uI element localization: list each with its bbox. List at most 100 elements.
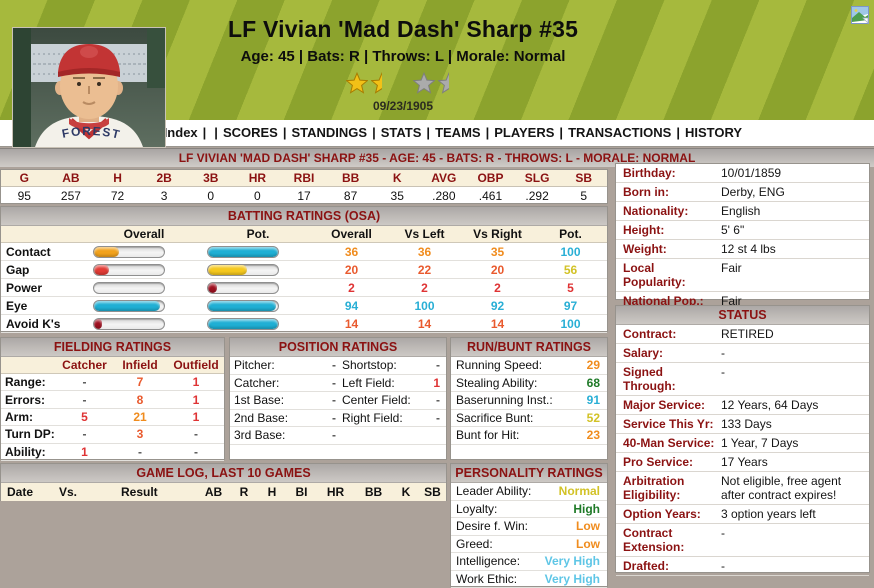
bio-row-value: English [719,203,869,219]
rating-value: 68 [587,376,600,390]
status-row-value: 17 Years [719,454,869,470]
status-row: Arbitration Eligibility: Not eligible, f… [616,472,869,505]
status-row: Salary: - [616,344,869,363]
bio-row: Weight: 12 st 4 lbs [616,240,869,259]
status-row: Major Service: 12 Years, 64 Days [616,396,869,415]
fielding-value: 1 [168,410,224,424]
stat-header-k: K [374,171,421,185]
position-label: Center Field: [338,393,414,407]
rating-row: Loyalty: High [451,501,607,519]
rating-bar-potential-fill [208,301,276,311]
status-row-value: Not eligible, free agent after contract … [719,473,869,503]
rating-value: 5 [534,281,607,295]
bio-row-value: 10/01/1859 [719,165,869,181]
nav-link-transactions[interactable]: TRANSACTIONS [567,125,672,140]
position-value: - [290,358,338,372]
rating-bar-overall-fill [94,319,102,329]
status-row-value: 133 Days [719,416,869,432]
nav-link-history[interactable]: HISTORY [684,125,743,140]
rating-bar-overall [93,318,165,330]
rating-row: Bunt for Hit: 23 [451,427,607,445]
status-row: Contract: RETIRED [616,325,869,344]
rating-row: Intelligence: Very High [451,553,607,571]
batting-num-header: Vs Left [388,227,461,241]
status-row: 40-Man Service: 1 Year, 7 Days [616,434,869,453]
bio-row-value: 12 st 4 lbs [719,241,869,257]
rating-label: Power [1,281,87,295]
rating-bar-overall-fill [94,265,109,275]
position-value: - [414,358,442,372]
bio-row-label: Birthday: [616,165,719,181]
fielding-value: - [57,393,112,407]
rating-label: Bunt for Hit: [456,428,519,442]
gamelog-header-sb: SB [419,485,446,499]
rating-label: Contact [1,245,87,259]
bio-row-value: Fair [719,260,869,290]
position-row: 3rd Base:- [230,427,446,445]
potential-bar-cell [201,264,315,276]
position-row: 2nd Base:- Right Field:- [230,410,446,428]
fielding-value: 1 [168,375,224,389]
rating-row: Sacrifice Bunt: 52 [451,410,607,428]
rating-label: Greed: [456,537,493,551]
fielding-value: 8 [112,393,168,407]
status-row-label: 40-Man Service: [616,435,719,451]
rating-value: 36 [388,245,461,259]
rating-value: Normal [559,484,600,498]
batting-bar-header: Pot. [201,227,315,241]
position-value: - [414,393,442,407]
rating-value: 92 [461,299,534,313]
stat-value-ab: 257 [48,189,95,203]
gamelog-header-k: K [393,485,419,499]
stat-value-rbi: 17 [281,189,328,203]
stat-value-3b: 0 [187,189,234,203]
rating-label: Work Ethic: [456,572,517,586]
gamelog-header-r: R [230,485,258,499]
rating-value: 14 [388,317,461,331]
nav-link-scores[interactable]: SCORES [222,125,279,140]
rating-value: 52 [587,411,600,425]
run-bunt-ratings-title: RUN/BUNT RATINGS [451,338,607,357]
status-row-value: 3 option years left [719,506,869,522]
gold-half-star [371,72,393,94]
fielding-ratings-title: FIELDING RATINGS [1,338,224,357]
fielding-label: Errors: [1,393,57,407]
stat-header-bb: BB [327,171,374,185]
rating-bar-overall [93,246,165,258]
status-row-value: RETIRED [719,326,869,342]
stat-header-slg: SLG [514,171,561,185]
fielding-value: - [168,445,224,459]
stat-value-hr: 0 [234,189,281,203]
rating-label: Avoid K's [1,317,87,331]
gamelog-header-bb: BB [354,485,393,499]
rating-row: Work Ethic: Very High [451,571,607,588]
fielding-col-header: Infield [112,358,168,372]
nav-link-standings[interactable]: STANDINGS [290,125,368,140]
missing-image-icon [851,6,869,24]
nav-link-players[interactable]: PLAYERS [493,125,555,140]
position-label: Shortstop: [338,358,414,372]
status-row-value: - [719,364,869,394]
status-row-label: Salary: [616,345,719,361]
overall-bar-cell [87,318,201,330]
nav-link-teams[interactable]: TEAMS [434,125,482,140]
bio-row: Nationality: English [616,202,869,221]
bio-row: Birthday: 10/01/1859 [616,164,869,183]
rating-value: 22 [388,263,461,277]
rating-value: 100 [534,317,607,331]
nav-link-stats[interactable]: STATS [380,125,423,140]
status-row-label: Contract Extension: [616,525,719,555]
personality-ratings-title: PERSONALITY RATINGS [451,464,607,483]
bio-row: Born in: Derby, ENG [616,183,869,202]
rating-row: Greed: Low [451,536,607,554]
bio-row-label: Born in: [616,184,719,200]
